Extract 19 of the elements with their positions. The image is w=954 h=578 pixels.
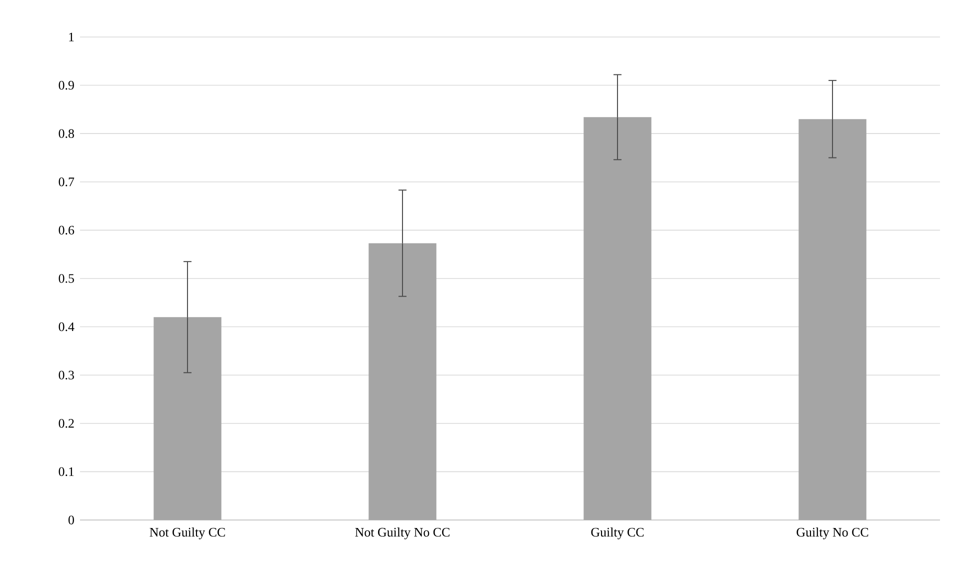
- bar: [368, 243, 436, 520]
- y-tick-label: 0.9: [58, 80, 74, 90]
- bar: [798, 119, 866, 520]
- y-tick-label: 0: [68, 516, 74, 524]
- y-tick-label: 0.7: [58, 177, 74, 186]
- y-tick-label: 0.2: [58, 418, 74, 428]
- y-tick-label: 0.6: [58, 226, 74, 235]
- y-tick-label: 0.8: [58, 129, 74, 138]
- x-tick-label: Guilty CC: [591, 528, 644, 540]
- y-tick-label: 0.1: [58, 467, 74, 476]
- y-tick-label: 1: [69, 32, 74, 42]
- bar: [584, 117, 652, 520]
- x-tick-label: Not Guilty CC: [150, 528, 225, 540]
- y-tick-label: 0.4: [58, 322, 74, 332]
- x-tick-label: Guilty No CC: [796, 528, 868, 540]
- y-tick-label: 0.5: [58, 274, 74, 283]
- y-tick-label: 0.3: [58, 370, 74, 380]
- bar: [154, 317, 222, 520]
- x-tick-label: Not Guilty No CC: [355, 528, 450, 540]
